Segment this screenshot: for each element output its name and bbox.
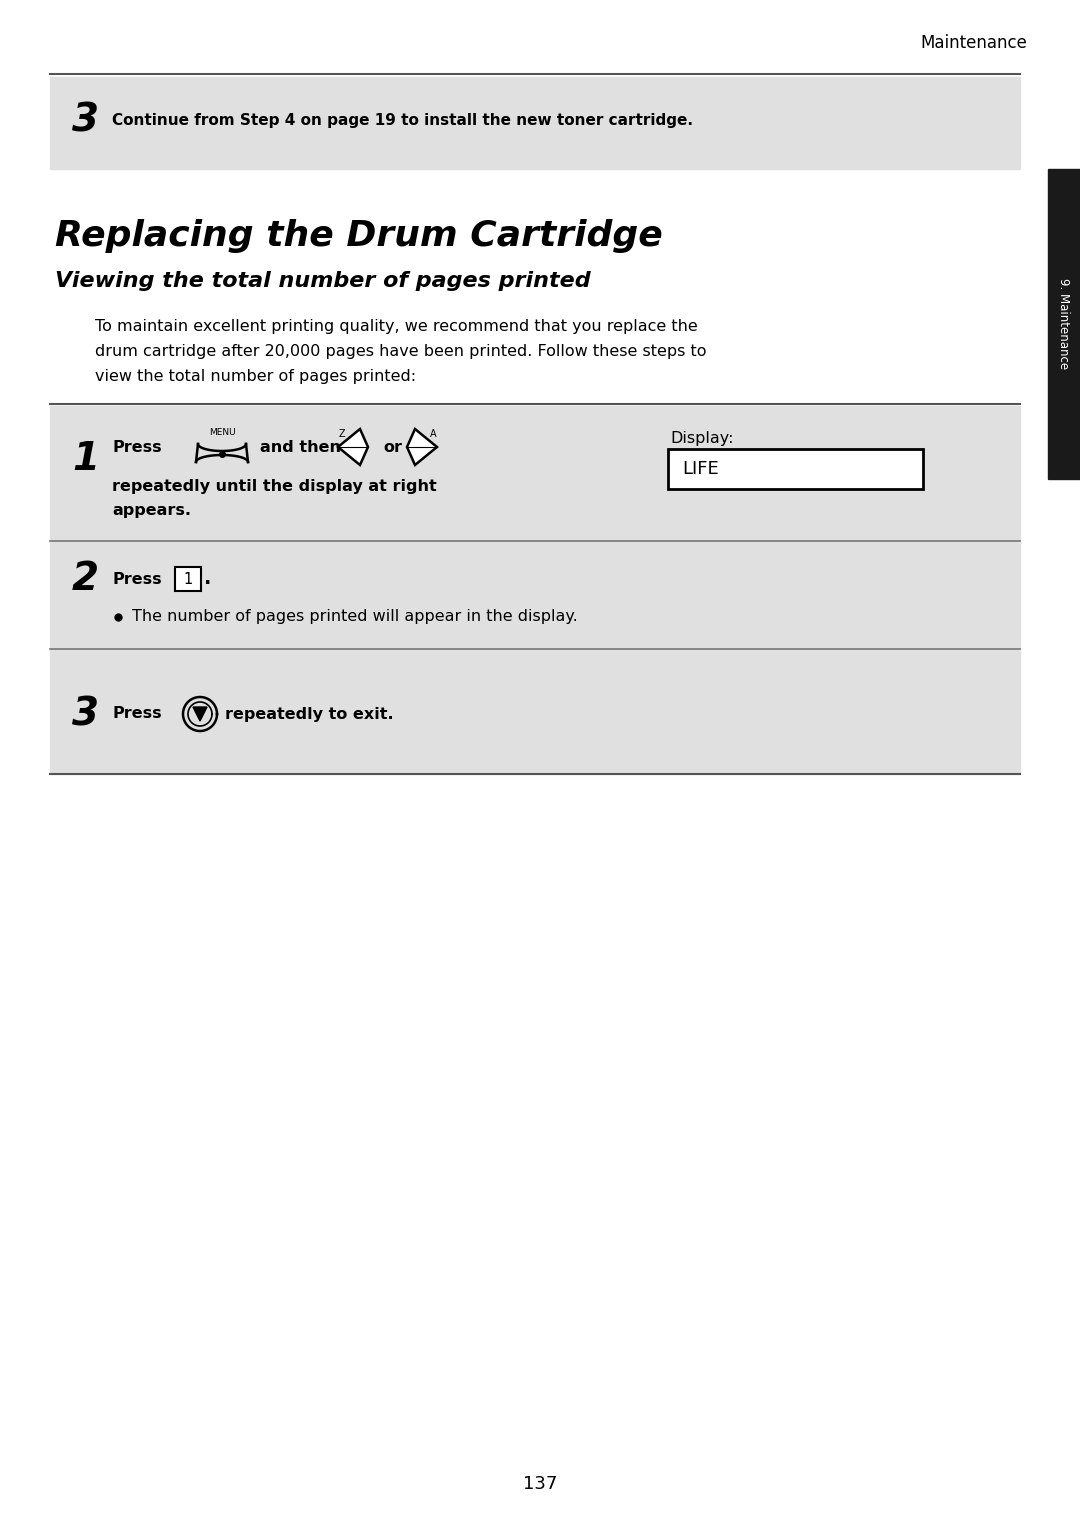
Polygon shape bbox=[193, 706, 207, 722]
Text: .: . bbox=[204, 569, 212, 589]
Text: Press: Press bbox=[112, 439, 162, 454]
Text: Press: Press bbox=[112, 706, 162, 722]
Text: and then: and then bbox=[260, 439, 341, 454]
Text: Display:: Display: bbox=[670, 431, 733, 446]
Polygon shape bbox=[407, 430, 437, 465]
Text: view the total number of pages printed:: view the total number of pages printed: bbox=[95, 368, 416, 384]
Text: Replacing the Drum Cartridge: Replacing the Drum Cartridge bbox=[55, 219, 663, 252]
Text: MENU: MENU bbox=[208, 428, 235, 437]
Bar bbox=[50, 407, 1020, 774]
Text: 2: 2 bbox=[72, 560, 99, 598]
Text: appears.: appears. bbox=[112, 503, 191, 518]
Text: The number of pages printed will appear in the display.: The number of pages printed will appear … bbox=[132, 610, 578, 624]
Text: A: A bbox=[430, 430, 436, 439]
Text: LIFE: LIFE bbox=[681, 460, 719, 479]
Text: 3: 3 bbox=[72, 102, 99, 141]
Text: or: or bbox=[383, 439, 402, 454]
Text: To maintain excellent printing quality, we recommend that you replace the: To maintain excellent printing quality, … bbox=[95, 320, 698, 333]
Text: Viewing the total number of pages printed: Viewing the total number of pages printe… bbox=[55, 271, 591, 291]
Text: 1: 1 bbox=[72, 440, 99, 479]
Bar bbox=[175, 567, 201, 592]
Text: Continue from Step 4 on page 19 to install the new toner cartridge.: Continue from Step 4 on page 19 to insta… bbox=[112, 113, 693, 128]
Text: Maintenance: Maintenance bbox=[920, 34, 1027, 52]
Text: Press: Press bbox=[112, 572, 162, 587]
Text: 3: 3 bbox=[72, 696, 99, 732]
Bar bbox=[669, 450, 923, 489]
Text: repeatedly to exit.: repeatedly to exit. bbox=[225, 706, 393, 722]
Text: drum cartridge after 20,000 pages have been printed. Follow these steps to: drum cartridge after 20,000 pages have b… bbox=[95, 344, 706, 359]
Text: 9. Maintenance: 9. Maintenance bbox=[1057, 278, 1070, 370]
Bar bbox=[1048, 170, 1080, 479]
Text: 137: 137 bbox=[523, 1475, 557, 1492]
Bar bbox=[50, 76, 1020, 170]
Text: Z: Z bbox=[339, 430, 346, 439]
Text: repeatedly until the display at right: repeatedly until the display at right bbox=[112, 480, 436, 494]
Polygon shape bbox=[338, 430, 368, 465]
Text: 1: 1 bbox=[184, 572, 192, 587]
